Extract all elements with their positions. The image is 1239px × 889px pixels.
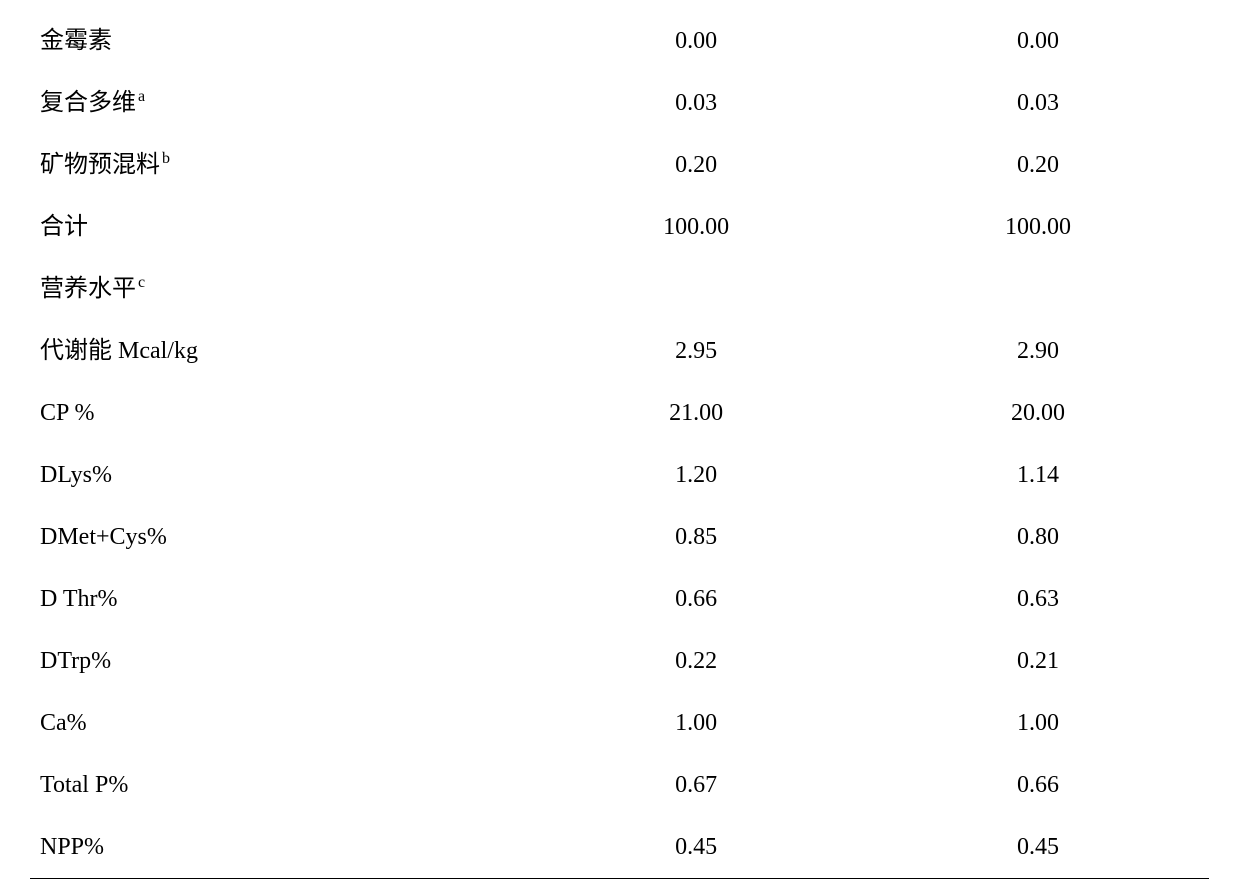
table-row: 复合多维a0.030.03 <box>30 72 1209 134</box>
row-value-1: 0.20 <box>525 134 867 196</box>
table-row: NPP% 0.450.45 <box>30 816 1209 879</box>
row-value-2: 0.45 <box>867 816 1209 879</box>
row-value-1: 21.00 <box>525 382 867 444</box>
row-label: 矿物预混料b <box>30 134 525 196</box>
row-value-2: 20.00 <box>867 382 1209 444</box>
table-row: 合计 100.00100.00 <box>30 196 1209 258</box>
row-label: DTrp% <box>30 630 525 692</box>
row-label-text: CP % <box>40 400 94 426</box>
table-row: DTrp% 0.220.21 <box>30 630 1209 692</box>
row-value-1: 0.22 <box>525 630 867 692</box>
table-row: DMet+Cys% 0.850.80 <box>30 506 1209 568</box>
nutrition-table: 金霉素0.000.00复合多维a0.030.03矿物预混料b0.200.20合计… <box>30 10 1209 879</box>
row-label-text: DTrp% <box>40 648 111 674</box>
row-label: 复合多维a <box>30 72 525 134</box>
table-row: 矿物预混料b0.200.20 <box>30 134 1209 196</box>
row-value-1: 0.03 <box>525 72 867 134</box>
row-label: DLys% <box>30 444 525 506</box>
row-value-2: 2.90 <box>867 320 1209 382</box>
table-body: 金霉素0.000.00复合多维a0.030.03矿物预混料b0.200.20合计… <box>30 10 1209 879</box>
row-label: 合计 <box>30 196 525 258</box>
row-value-1: 2.95 <box>525 320 867 382</box>
row-label-text: Ca% <box>40 710 87 736</box>
row-value-2: 0.00 <box>867 10 1209 72</box>
row-label-text: Total P% <box>40 772 128 798</box>
table-row: Total P% 0.670.66 <box>30 754 1209 816</box>
table-row: DLys% 1.201.14 <box>30 444 1209 506</box>
row-label-superscript: a <box>138 88 145 105</box>
row-value-1: 0.67 <box>525 754 867 816</box>
row-label: NPP% <box>30 816 525 879</box>
row-label-text: D Thr% <box>40 586 118 612</box>
row-value-2: 0.66 <box>867 754 1209 816</box>
row-value-1 <box>525 258 867 320</box>
row-value-2: 0.63 <box>867 568 1209 630</box>
row-value-2: 0.21 <box>867 630 1209 692</box>
row-label-text: DLys% <box>40 462 112 488</box>
row-value-1: 100.00 <box>525 196 867 258</box>
row-value-2 <box>867 258 1209 320</box>
row-value-2: 100.00 <box>867 196 1209 258</box>
row-label: D Thr% <box>30 568 525 630</box>
table-row: 金霉素 0.000.00 <box>30 10 1209 72</box>
row-value-2: 0.80 <box>867 506 1209 568</box>
row-label-superscript: c <box>138 274 145 291</box>
row-value-2: 0.20 <box>867 134 1209 196</box>
row-label: Ca% <box>30 692 525 754</box>
table-row: D Thr% 0.660.63 <box>30 568 1209 630</box>
row-label-text: 矿物预混料 <box>40 152 160 178</box>
row-label: 营养水平c <box>30 258 525 320</box>
row-value-1: 0.45 <box>525 816 867 879</box>
row-value-2: 1.00 <box>867 692 1209 754</box>
row-label: 代谢能 Mcal/kg <box>30 320 525 382</box>
row-label-text: DMet+Cys% <box>40 524 167 550</box>
table-row: Ca% 1.001.00 <box>30 692 1209 754</box>
row-label-text: 金霉素 <box>40 28 112 54</box>
row-value-1: 1.00 <box>525 692 867 754</box>
row-value-1: 0.85 <box>525 506 867 568</box>
row-label-text: NPP% <box>40 834 104 860</box>
table-row: CP % 21.0020.00 <box>30 382 1209 444</box>
row-label-text: 合计 <box>40 214 88 240</box>
row-label-text: 营养水平 <box>40 276 136 302</box>
row-value-1: 1.20 <box>525 444 867 506</box>
row-label-superscript: b <box>162 150 170 167</box>
row-value-2: 0.03 <box>867 72 1209 134</box>
row-value-1: 0.00 <box>525 10 867 72</box>
row-label: Total P% <box>30 754 525 816</box>
row-value-1: 0.66 <box>525 568 867 630</box>
table-row: 营养水平c <box>30 258 1209 320</box>
table-row: 代谢能 Mcal/kg 2.952.90 <box>30 320 1209 382</box>
row-label: DMet+Cys% <box>30 506 525 568</box>
row-value-2: 1.14 <box>867 444 1209 506</box>
row-label-text: 复合多维 <box>40 90 136 116</box>
row-label: CP % <box>30 382 525 444</box>
row-label: 金霉素 <box>30 10 525 72</box>
row-label-text: 代谢能 Mcal/kg <box>40 338 198 364</box>
